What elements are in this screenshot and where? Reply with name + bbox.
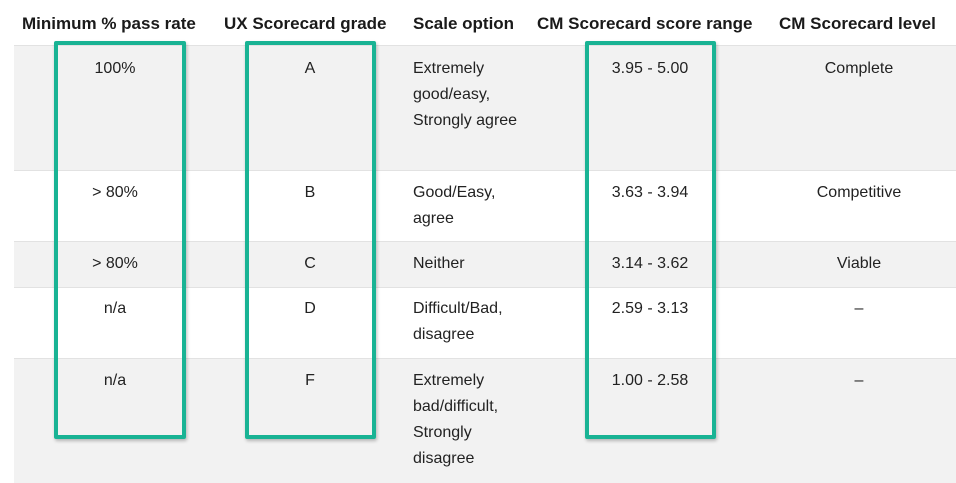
cell-pass-rate: > 80%	[92, 184, 138, 201]
header-cm-level: CM Scorecard level	[779, 14, 936, 33]
cell-grade: D	[304, 300, 316, 317]
cell-scale: Neither	[413, 255, 465, 272]
cell-grade: F	[305, 372, 315, 389]
cell-grade: A	[304, 60, 316, 77]
cell-scale: Extremely bad/difficult, Strongly disagr…	[413, 372, 499, 467]
header-cm-range: CM Scorecard score range	[537, 14, 753, 33]
cell-pass-rate: n/a	[103, 372, 127, 389]
divider	[14, 287, 956, 288]
cell-scale: Good/Easy, agree	[413, 184, 496, 227]
cell-level: –	[854, 300, 864, 317]
cell-level: –	[854, 372, 864, 389]
cell-level: Viable	[836, 255, 882, 272]
header-ux-grade: UX Scorecard grade	[224, 14, 387, 33]
cell-pass-rate: 100%	[94, 60, 136, 77]
cell-grade: B	[304, 184, 316, 201]
divider	[14, 45, 956, 46]
cell-level: Competitive	[816, 184, 902, 201]
header-pass-rate: Minimum % pass rate	[22, 14, 196, 33]
cell-pass-rate: n/a	[103, 300, 127, 317]
highlight-box-ux-grade	[245, 41, 376, 439]
cell-range: 1.00 - 2.58	[611, 372, 689, 389]
cell-range: 3.95 - 5.00	[611, 60, 689, 77]
cell-grade: C	[304, 255, 316, 272]
cell-pass-rate: > 80%	[92, 255, 138, 272]
cell-range: 2.59 - 3.13	[611, 300, 689, 317]
divider	[14, 241, 956, 242]
cell-range: 3.14 - 3.62	[611, 255, 689, 272]
divider	[14, 170, 956, 171]
cell-scale: Difficult/Bad, disagree	[413, 300, 503, 343]
highlight-box-pass-rate	[54, 41, 186, 439]
header-scale-option: Scale option	[413, 14, 515, 33]
table-row	[14, 45, 956, 170]
table-row	[14, 241, 956, 287]
divider	[14, 358, 956, 359]
highlight-box-cm-range	[585, 41, 716, 439]
cell-scale: Extremely good/easy, Strongly agree	[413, 60, 518, 129]
table-row	[14, 358, 956, 483]
cell-level: Complete	[824, 60, 894, 77]
cell-range: 3.63 - 3.94	[611, 184, 689, 201]
